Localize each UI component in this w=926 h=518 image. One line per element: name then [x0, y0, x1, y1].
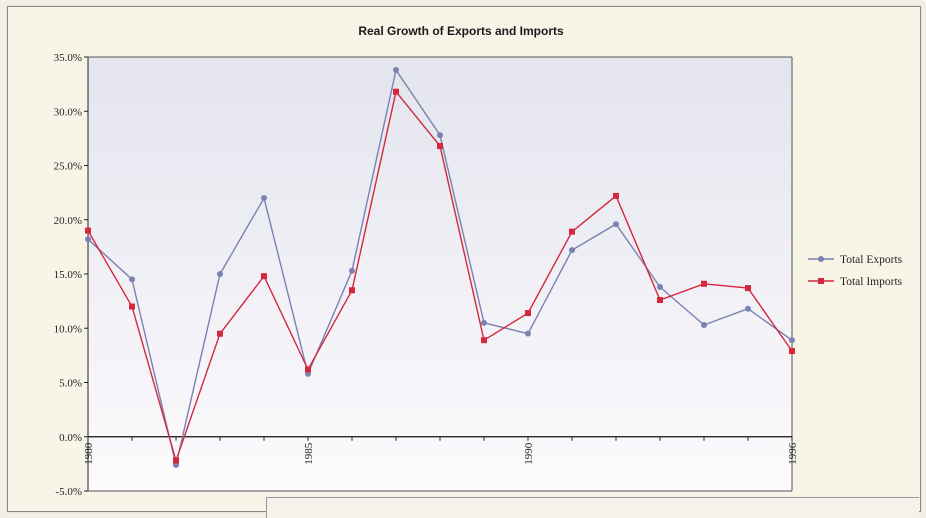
y-axis: 35.0% 30.0% 25.0% 20.0% 15.0% 10.0% 5.0% 0.0% -5…: [54, 52, 793, 498]
exports-point: [613, 221, 619, 228]
imports-point: [85, 227, 91, 234]
exports-point: [129, 276, 135, 283]
exports-point: [261, 195, 267, 202]
imports-point: [261, 273, 267, 280]
imports-point: [657, 297, 663, 304]
x-tick-label: 1980: [83, 442, 95, 465]
x-tick-label: 1996: [787, 442, 799, 465]
exports-point: [481, 319, 487, 326]
imports-point: [173, 457, 179, 464]
imports-point: [569, 228, 575, 235]
plot-area: [88, 57, 792, 491]
exports-point: [657, 284, 663, 291]
y-tick-label: 5.0%: [59, 378, 82, 390]
y-tick-label: -5.0%: [55, 486, 82, 498]
y-tick-label: 35.0%: [54, 52, 82, 64]
x-tick-label: 1990: [523, 442, 535, 465]
series-layer: [85, 67, 795, 468]
imports-point: [613, 192, 619, 199]
exports-point: [701, 321, 707, 328]
y-tick-label: 0.0%: [59, 432, 82, 444]
exports-point: [789, 337, 795, 344]
imports-point: [129, 303, 135, 310]
imports-point: [437, 142, 443, 149]
x-axis: 1980 1985 1990 1996: [83, 436, 799, 465]
x-tick-label: 1985: [303, 442, 315, 465]
exports-point: [349, 267, 355, 274]
exports-point: [393, 67, 399, 74]
imports-point: [217, 330, 223, 337]
legend-label: Total Imports: [840, 276, 903, 288]
exports-point: [525, 330, 531, 337]
legend: Total Exports Total Imports: [808, 254, 903, 288]
exports-point: [85, 236, 91, 243]
imports-point: [305, 366, 311, 373]
bottom-panel: [266, 497, 919, 518]
y-tick-label: 25.0%: [54, 161, 82, 173]
exports-point: [437, 132, 443, 139]
exports-point: [569, 247, 575, 254]
imports-point: [701, 280, 707, 287]
chart-title: Real Growth of Exports and Imports: [358, 24, 564, 38]
y-tick-label: 20.0%: [54, 215, 82, 227]
legend-marker: [818, 256, 824, 262]
chart-container: Real Growth of Exports and Imports 35.0%…: [7, 6, 921, 512]
imports-point: [349, 287, 355, 294]
imports-point: [393, 88, 399, 95]
legend-label: Total Exports: [840, 254, 903, 266]
imports-point: [745, 285, 751, 292]
exports-point: [745, 305, 751, 312]
exports-point: [217, 271, 223, 277]
y-tick-label: 15.0%: [54, 269, 82, 281]
imports-point: [481, 337, 487, 344]
legend-marker: [818, 278, 824, 284]
y-tick-label: 10.0%: [54, 323, 82, 335]
line-chart: Real Growth of Exports and Imports 35.0%…: [54, 24, 903, 498]
imports-point: [525, 310, 531, 317]
imports-point: [789, 348, 795, 355]
y-tick-label: 30.0%: [54, 106, 82, 118]
